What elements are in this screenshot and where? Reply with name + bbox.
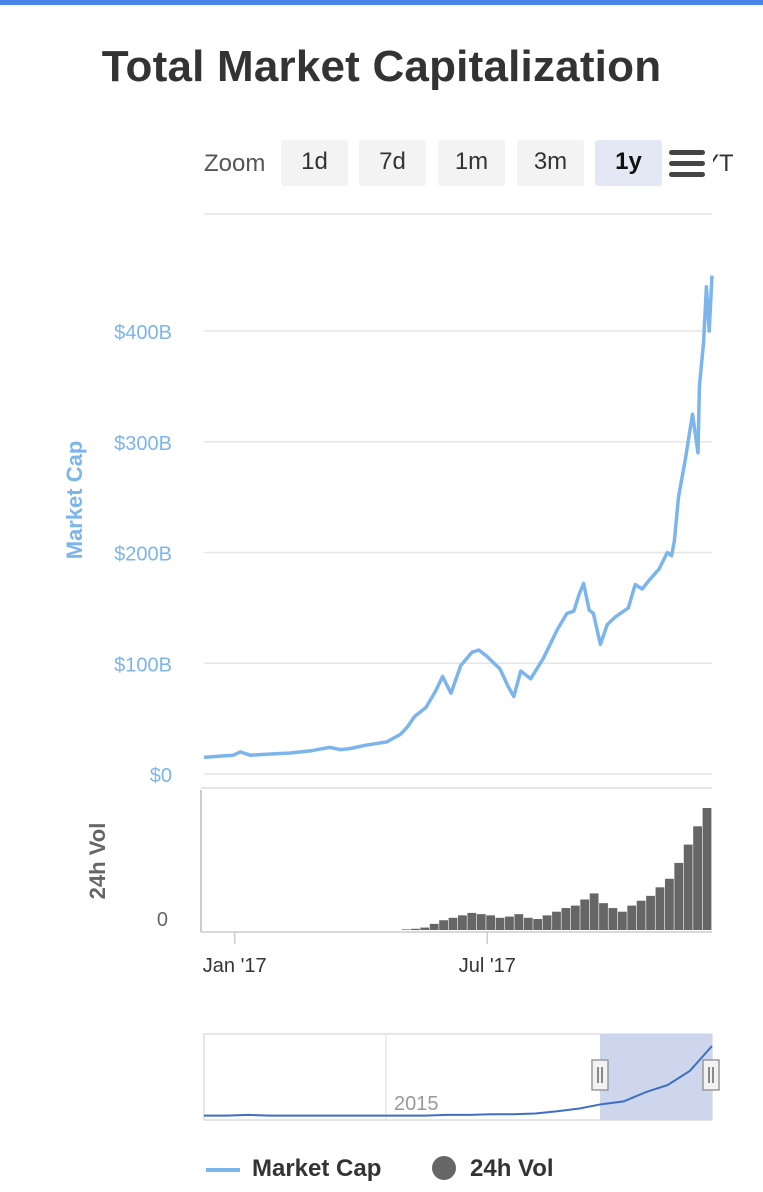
volume-bar — [608, 908, 618, 930]
navigator-series — [204, 1045, 713, 1117]
zoom-7d-button[interactable]: 7d — [359, 140, 426, 186]
legend-market-cap[interactable]: Market Cap — [252, 1155, 382, 1182]
hamburger-menu-icon[interactable] — [669, 150, 707, 180]
zoom-3m-button[interactable]: 3m — [517, 140, 584, 186]
market-cap-series — [203, 275, 714, 760]
legend-volume-circle-icon — [432, 1156, 456, 1180]
volume-bar — [505, 916, 514, 930]
volume-bar — [702, 808, 712, 930]
legend: Market Cap 24h Vol — [0, 1150, 763, 1190]
y-tick-label: $200B — [114, 544, 172, 566]
navigator-line — [204, 1045, 713, 1117]
volume-bar — [646, 895, 655, 930]
volume-bar — [401, 929, 411, 930]
volume-bar — [486, 915, 496, 930]
y-tick-label: $0 — [150, 765, 172, 787]
zoom-1d-button[interactable]: 1d — [281, 140, 348, 186]
volume-bar — [533, 919, 543, 930]
volume-bar — [495, 917, 505, 930]
x-axis-ticks: Jan '17 Jul '17 — [203, 932, 516, 977]
volume-bar — [420, 927, 430, 930]
volume-bar — [693, 826, 702, 930]
navigator-selection[interactable] — [600, 1034, 712, 1120]
market-cap-line — [203, 275, 714, 760]
legend-market-cap-line-icon — [206, 1168, 240, 1172]
volume-bar — [561, 908, 571, 930]
volume-bar — [655, 887, 665, 930]
zoom-1m-button[interactable]: 1m — [438, 140, 505, 186]
volume-bar — [439, 920, 448, 930]
zoom-ytd-button-clipped[interactable]: YTD — [713, 150, 733, 177]
volume-tick-0: 0 — [157, 909, 168, 931]
volume-bar — [580, 899, 590, 930]
volume-bar — [617, 911, 627, 930]
volume-bar — [514, 914, 524, 930]
market-cap-chart: $0 $100B $200B $300B $400B Market Cap 24h Vo… — [62, 213, 720, 1121]
volume-bar — [627, 905, 637, 930]
x-tick-label: Jul '17 — [459, 955, 516, 977]
volume-bar — [599, 903, 608, 930]
volume-bar — [636, 900, 646, 930]
volume-bar — [664, 878, 674, 930]
y-tick-label: $400B — [114, 322, 172, 344]
top-accent-bar — [0, 0, 763, 5]
volume-bar — [476, 914, 486, 930]
volume-bar — [429, 923, 439, 930]
volume-axis-label: 24h Vol — [85, 823, 110, 900]
zoom-1y-button[interactable]: 1y — [595, 140, 662, 186]
zoom-label: Zoom — [204, 150, 266, 177]
navigator-left-handle[interactable] — [591, 1059, 609, 1091]
volume-bar — [542, 915, 552, 930]
y-tick-label: $300B — [114, 433, 172, 455]
grid-lines — [204, 213, 712, 775]
y-tick-label: $100B — [114, 654, 172, 676]
volume-bars — [401, 808, 712, 930]
y-axis-label: Market Cap — [62, 441, 87, 560]
volume-bar — [674, 862, 684, 930]
navigator-tick-2015: 2015 — [394, 1093, 439, 1115]
volume-bar — [523, 917, 533, 930]
volume-bar — [467, 912, 477, 930]
x-tick-label: Jan '17 — [203, 955, 267, 977]
volume-bar — [552, 911, 561, 930]
volume-bar — [570, 905, 580, 930]
chart-title: Total Market Capitalization — [101, 42, 662, 91]
volume-bar — [683, 844, 693, 930]
volume-bar — [410, 928, 420, 930]
volume-bar — [458, 915, 467, 930]
volume-bar — [589, 893, 599, 930]
volume-bar — [448, 917, 458, 930]
y-axis-ticks: $0 $100B $200B $300B $400B — [114, 322, 172, 787]
legend-volume[interactable]: 24h Vol — [470, 1155, 554, 1182]
navigator-right-handle[interactable] — [702, 1059, 720, 1091]
